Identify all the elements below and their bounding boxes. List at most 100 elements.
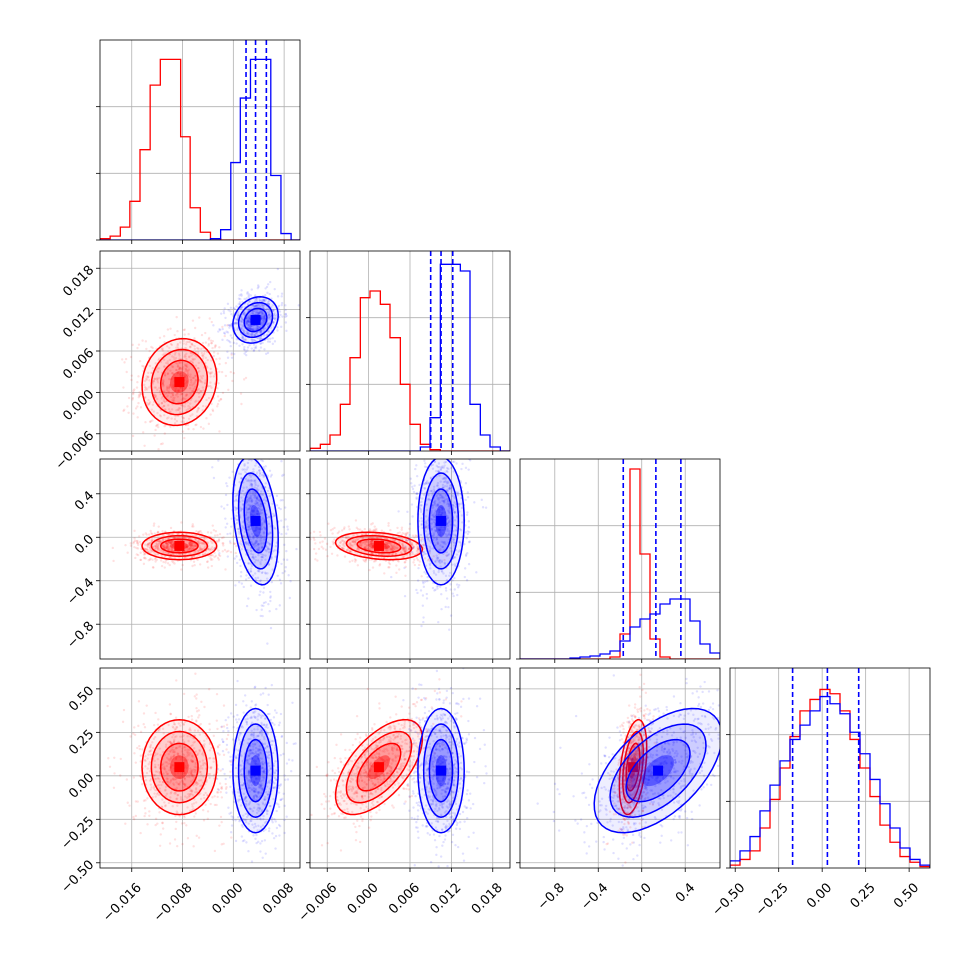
sample-point — [209, 375, 212, 378]
sample-point — [463, 567, 467, 570]
sample-point — [233, 542, 237, 545]
sample-point — [242, 313, 245, 316]
sample-point — [200, 542, 204, 545]
sample-point — [260, 608, 263, 611]
sample-point — [259, 590, 262, 593]
sample-point — [213, 795, 216, 798]
sample-point — [158, 390, 162, 394]
sample-point — [445, 597, 449, 600]
sample-point — [341, 539, 344, 542]
sample-point — [154, 546, 158, 550]
sample-point — [243, 530, 247, 534]
sample-point — [209, 549, 212, 552]
sample-point — [213, 555, 216, 559]
sample-point — [210, 320, 213, 324]
sample-point — [449, 466, 453, 470]
sample-point — [370, 542, 373, 545]
sample-point — [284, 308, 287, 312]
sample-point — [441, 545, 444, 549]
sample-point — [278, 578, 282, 582]
sample-point — [146, 767, 149, 770]
sample-point — [443, 501, 446, 504]
sample-point — [155, 423, 159, 427]
sample-point — [204, 356, 208, 359]
sample-point — [277, 304, 281, 308]
sample-point — [112, 786, 116, 790]
sample-point — [276, 267, 280, 271]
sample-point — [444, 480, 447, 483]
sample-point — [449, 614, 453, 617]
sample-point — [255, 534, 259, 537]
sample-point — [206, 541, 210, 544]
sample-point — [202, 355, 205, 358]
sample-point — [270, 557, 273, 560]
sample-point — [387, 545, 391, 548]
sample-point — [146, 376, 150, 379]
sample-point — [200, 377, 204, 380]
sample-point — [225, 522, 229, 525]
sample-point — [248, 324, 251, 327]
sample-point — [284, 315, 287, 319]
sample-point — [240, 289, 243, 292]
sample-point — [209, 413, 212, 416]
sample-point — [272, 512, 275, 516]
sample-point — [391, 546, 394, 550]
sample-point — [131, 396, 135, 400]
sample-point — [437, 529, 440, 532]
sample-point — [349, 542, 352, 545]
sample-point — [218, 328, 222, 332]
sample-point — [386, 542, 389, 545]
sample-point — [448, 628, 451, 631]
sample-point — [249, 327, 252, 330]
sample-point — [370, 523, 373, 526]
sample-point — [189, 414, 192, 418]
sample-point — [370, 547, 373, 550]
sample-point — [408, 533, 411, 537]
sample-point — [443, 511, 446, 514]
sample-point — [194, 364, 198, 367]
sample-point — [391, 547, 394, 551]
sample-point — [433, 490, 436, 493]
sample-point — [425, 508, 429, 512]
sample-point — [406, 553, 409, 557]
sample-point — [443, 477, 446, 480]
sample-point — [448, 486, 451, 490]
sample-point — [168, 541, 171, 544]
sample-point — [154, 544, 157, 548]
sample-point — [190, 544, 194, 547]
sample-point — [247, 478, 250, 482]
sample-point — [152, 566, 155, 569]
sample-point — [262, 317, 265, 320]
sample-point — [258, 330, 262, 334]
sample-point — [402, 555, 405, 559]
sample-point — [193, 385, 197, 388]
sample-point — [156, 546, 159, 549]
sample-point — [262, 316, 266, 319]
sample-point — [244, 338, 248, 342]
sample-point — [226, 532, 229, 536]
sample-point — [257, 569, 260, 572]
sample-point — [348, 550, 352, 554]
sample-point — [189, 345, 192, 349]
sample-point — [241, 468, 244, 471]
sample-point — [267, 563, 271, 567]
sample-point — [271, 336, 274, 340]
sample-point — [195, 707, 198, 710]
sample-point — [243, 541, 247, 544]
sample-point — [263, 318, 266, 321]
sample-point — [431, 514, 435, 517]
sample-point — [226, 324, 229, 327]
sample-point — [132, 540, 136, 544]
sample-point — [415, 543, 418, 546]
sample-point — [255, 501, 258, 504]
sample-point — [139, 730, 143, 734]
sample-point — [166, 543, 169, 546]
sample-point — [203, 552, 207, 555]
sample-point — [325, 542, 329, 546]
sample-point — [256, 454, 258, 456]
sample-point — [253, 305, 257, 309]
sample-point — [442, 508, 445, 511]
sample-point — [148, 546, 152, 550]
sample-point — [437, 513, 441, 516]
sample-point — [174, 387, 178, 390]
